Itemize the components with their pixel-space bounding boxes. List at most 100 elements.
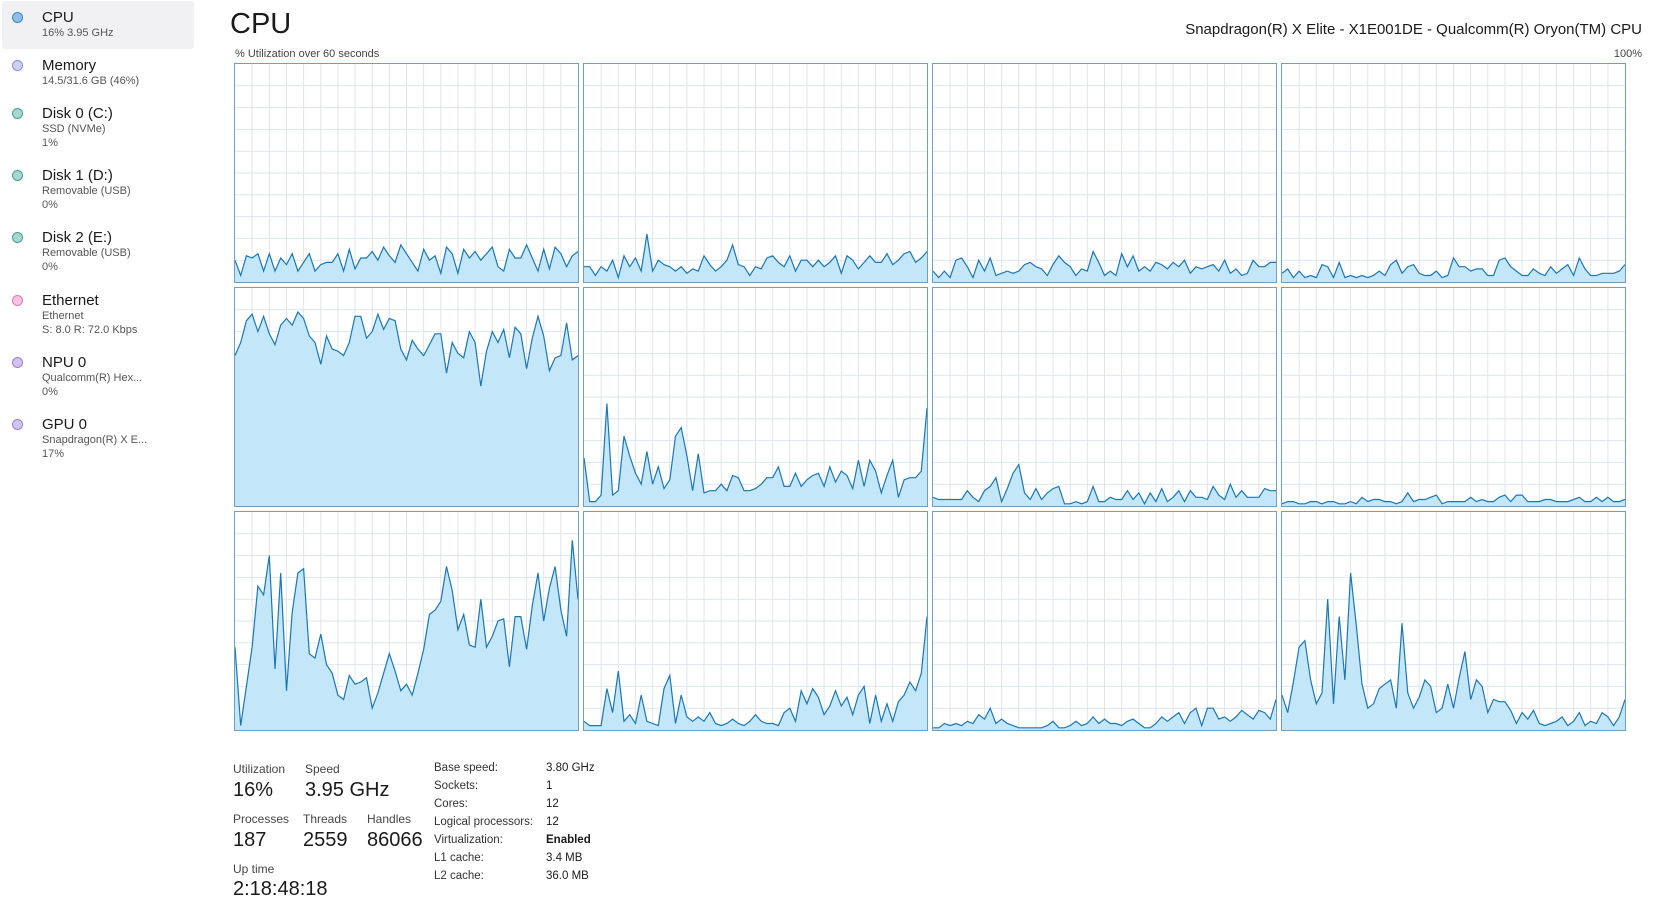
core-graph-plot (235, 512, 578, 730)
core-graph-7[interactable] (1281, 287, 1626, 507)
logical-processors-label: Logical processors: (434, 816, 534, 828)
core-graph-plot (1282, 64, 1625, 282)
sidebar-item-value: 0% (42, 261, 58, 273)
utilization-label: Utilization (233, 762, 286, 776)
sidebar-item-npu[interactable]: NPU 0 Qualcomm(R) Hex... 0% (2, 346, 194, 408)
utilization-area (1282, 492, 1625, 506)
sidebar-item-disk-2[interactable]: Disk 2 (E:) Removable (USB) 0% (2, 221, 194, 283)
sidebar-item-value: S: 8.0 R: 72.0 Kbps (42, 324, 138, 336)
utilization-area (235, 312, 578, 506)
utilization-line (584, 403, 927, 503)
core-graph-4[interactable] (234, 287, 579, 507)
base-speed-label: Base speed: (434, 762, 498, 774)
core-graph-plot (933, 512, 1276, 730)
virtualization-label: Virtualization: (434, 834, 503, 846)
sidebar-item-gpu[interactable]: GPU 0 Snapdragon(R) X E... 17% (2, 408, 194, 470)
threads-value: 2559 (303, 829, 348, 851)
sidebar-item-title: Memory (42, 57, 97, 74)
processes-value: 187 (233, 829, 267, 851)
l1-cache-value: 3.4 MB (546, 852, 583, 864)
utilization-line (235, 310, 578, 387)
sidebar-item-title: Disk 0 (C:) (42, 105, 113, 122)
uptime-value: 2:18:48:18 (233, 878, 328, 900)
core-graph-0[interactable] (234, 63, 579, 283)
utilization-line (1282, 491, 1625, 505)
core-graph-plot (933, 288, 1276, 506)
utilization-line (584, 616, 927, 727)
sidebar-item-ethernet[interactable]: Ethernet Ethernet S: 8.0 R: 72.0 Kbps (2, 284, 194, 346)
handles-value: 86066 (367, 829, 423, 851)
page-title: CPU (230, 8, 292, 40)
core-graph-1[interactable] (583, 63, 928, 283)
sidebar-item-subtitle: SSD (NVMe) (42, 123, 106, 135)
graph-gridlines (933, 64, 1276, 282)
graph-gridlines (1282, 288, 1625, 506)
sidebar-item-subtitle: Ethernet (42, 310, 84, 322)
sidebar-item-value: 0% (42, 199, 58, 211)
graph-gridlines (235, 64, 578, 282)
core-graph-plot (1282, 512, 1625, 730)
disk-dot-icon (12, 232, 23, 243)
virtualization-value: Enabled (546, 834, 591, 846)
disk-dot-icon (12, 108, 23, 119)
gpu-dot-icon (12, 419, 23, 430)
sidebar-item-subtitle: Removable (USB) (42, 185, 131, 197)
sidebar-item-disk-0[interactable]: Disk 0 (C:) SSD (NVMe) 1% (2, 97, 194, 159)
handles-label: Handles (367, 812, 412, 826)
core-graph-plot (584, 512, 927, 730)
utilization-area (584, 234, 927, 282)
utilization-line (235, 243, 578, 278)
sidebar-item-title: Disk 1 (D:) (42, 167, 113, 184)
graph-gridlines (584, 64, 927, 282)
core-graph-10[interactable] (932, 511, 1277, 731)
sidebar-item-title: Ethernet (42, 292, 99, 309)
utilization-area (933, 251, 1276, 282)
l1-cache-label: L1 cache: (434, 852, 484, 864)
utilization-area (584, 616, 927, 730)
core-graph-9[interactable] (583, 511, 928, 731)
utilization-line (1282, 256, 1625, 280)
sidebar-item-cpu[interactable]: CPU 16% 3.95 GHz (2, 1, 194, 49)
cpu-dot-icon (12, 12, 23, 23)
core-graph-3[interactable] (1281, 63, 1626, 283)
utilization-area (1282, 258, 1625, 282)
cores-label: Cores: (434, 798, 468, 810)
l2-cache-label: L2 cache: (434, 870, 484, 882)
processes-label: Processes (233, 812, 290, 826)
core-graph-5[interactable] (583, 287, 928, 507)
speed-value: 3.95 GHz (305, 779, 390, 801)
sockets-value: 1 (546, 780, 553, 792)
utilization-caption: % Utilization over 60 seconds (235, 48, 380, 60)
l2-cache-value: 36.0 MB (546, 870, 589, 882)
core-graph-plot (584, 288, 927, 506)
cores-value: 12 (546, 798, 559, 810)
core-graph-8[interactable] (234, 511, 579, 731)
speed-label: Speed (305, 762, 340, 776)
sidebar-item-value: 1% (42, 137, 58, 149)
sidebar-item-title: CPU (42, 9, 74, 26)
uptime-label: Up time (233, 862, 275, 876)
utilization-line (235, 540, 578, 726)
core-graph-6[interactable] (932, 287, 1277, 507)
graph-gridlines (933, 512, 1276, 730)
utilization-area (1282, 573, 1625, 730)
sidebar-item-subtitle: Snapdragon(R) X E... (42, 434, 148, 446)
core-graph-plot (584, 64, 927, 282)
base-speed-value: 3.80 GHz (546, 762, 595, 774)
sidebar-item-memory[interactable]: Memory 14.5/31.6 GB (46%) (2, 49, 194, 97)
utilization-area (933, 464, 1276, 506)
sidebar-item-value: 17% (42, 448, 65, 460)
core-graph-plot (235, 64, 578, 282)
utilization-line (1282, 572, 1625, 727)
sidebar-item-disk-1[interactable]: Disk 1 (D:) Removable (USB) 0% (2, 159, 194, 221)
sockets-label: Sockets: (434, 780, 479, 792)
sidebar-item-subtitle: Removable (USB) (42, 247, 131, 259)
utilization-area (235, 244, 578, 282)
cpu-model-name: Snapdragon(R) X Elite - X1E001DE - Qualc… (1185, 21, 1642, 38)
graph-gridlines (1282, 64, 1625, 282)
sidebar-item-subtitle: 14.5/31.6 GB (46%) (42, 75, 140, 87)
performance-sidebar: CPU 16% 3.95 GHz Memory 14.5/31.6 GB (46… (0, 0, 196, 894)
core-graph-11[interactable] (1281, 511, 1626, 731)
core-graph-2[interactable] (932, 63, 1277, 283)
memory-dot-icon (12, 60, 23, 71)
